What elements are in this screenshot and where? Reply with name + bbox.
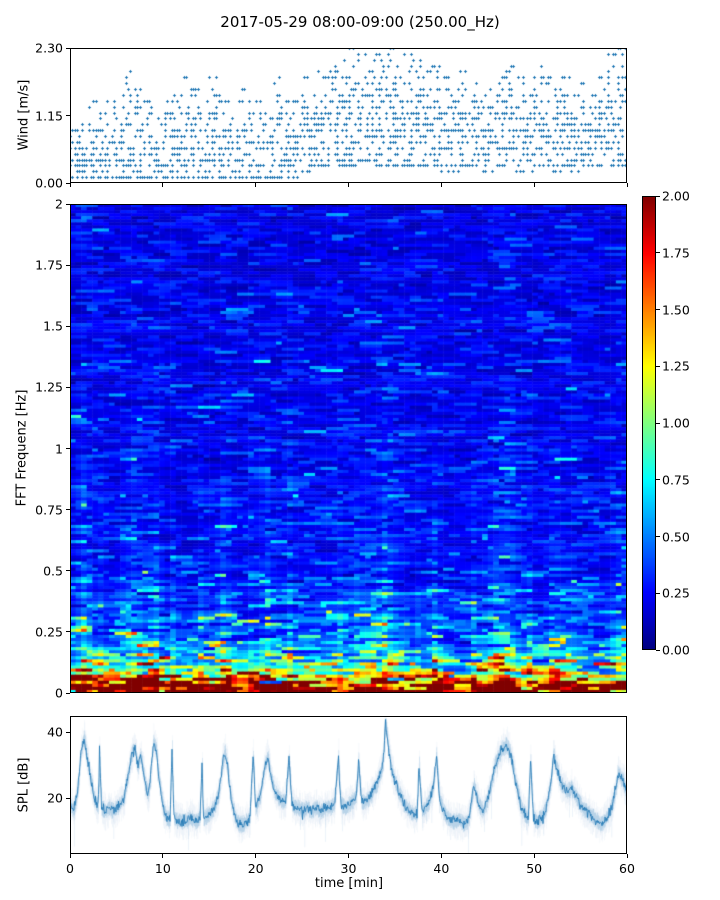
spl-xtick-label: 10 <box>154 861 171 876</box>
spl-xtick-mark <box>626 854 628 858</box>
wind-xtick-mark <box>440 183 442 187</box>
wind-scatter-plot <box>70 48 627 183</box>
figure-title: 2017-05-29 08:00-09:00 (250.00_Hz) <box>220 13 500 31</box>
spectrogram-ytick-mark <box>66 692 70 694</box>
colorbar-tick-label: 1.75 <box>662 245 690 261</box>
spectrogram-ytick-label: 1.25 <box>35 379 63 395</box>
spectrogram-ytick-mark <box>66 631 70 633</box>
colorbar-tick-mark <box>656 422 660 424</box>
wind-xtick-mark <box>348 183 349 187</box>
spectrogram-ytick-mark <box>66 386 70 388</box>
spectrogram-ytick-mark <box>66 570 70 572</box>
colorbar-tick-mark <box>656 252 660 254</box>
spl-ytick-label: 40 <box>47 724 63 740</box>
colorbar-tick-label: 1.50 <box>662 302 690 317</box>
colorbar <box>642 196 656 650</box>
spectrogram-heatmap <box>70 204 627 693</box>
spectrogram-ytick-mark <box>66 203 70 205</box>
colorbar-tick-mark <box>656 309 660 310</box>
colorbar-tick-label: 0.25 <box>662 585 690 601</box>
colorbar-tick-mark <box>656 479 660 481</box>
colorbar-tick-label: 0.00 <box>662 642 690 658</box>
wind-xtick-mark <box>69 183 71 187</box>
spl-ytick-mark <box>66 731 70 733</box>
spl-xtick-label: 0 <box>66 861 74 876</box>
wind-xtick-mark <box>162 183 164 187</box>
spectrogram-ytick-label: 2 <box>55 196 63 212</box>
wind-ytick-mark <box>66 115 70 116</box>
spectrogram-ytick-label: 0.75 <box>35 502 63 518</box>
wind-ytick-mark <box>66 47 70 49</box>
spl-ytick-mark <box>66 797 70 799</box>
spl-xtick-label: 40 <box>433 861 450 876</box>
wind-xtick-mark <box>533 183 535 187</box>
spectrogram-ytick-label: 0 <box>55 685 63 701</box>
spl-xtick-label: 30 <box>340 861 357 876</box>
spl-line-plot <box>70 716 627 854</box>
wind-ytick-label: 2.30 <box>35 40 63 56</box>
colorbar-tick-label: 0.50 <box>662 529 690 544</box>
spectrogram-ytick-mark <box>66 325 70 327</box>
wind-xtick-mark <box>626 183 628 187</box>
spectrogram-ytick-label: 1 <box>55 441 63 456</box>
wind-ytick-label: 0.00 <box>35 175 63 191</box>
spl-xtick-mark <box>348 854 349 858</box>
spl-xtick-mark <box>69 854 71 858</box>
spectrogram-ytick-mark <box>66 264 70 266</box>
colorbar-tick-mark <box>656 536 660 537</box>
spl-xtick-label: 60 <box>619 861 635 876</box>
spl-xtick-mark <box>533 854 535 858</box>
spectrogram-ytick-label: 1.75 <box>35 257 63 273</box>
wind-ytick-mark <box>66 182 70 184</box>
colorbar-tick-label: 0.75 <box>662 472 690 488</box>
spectrogram-ytick-label: 1.5 <box>43 318 63 334</box>
spl-xtick-mark <box>255 854 257 858</box>
spl-xtick-label: 50 <box>526 861 543 876</box>
colorbar-tick-label: 1.25 <box>662 358 690 374</box>
wind-xtick-mark <box>255 183 257 187</box>
spl-xtick-mark <box>440 854 442 858</box>
spectrogram-ytick-mark <box>66 509 70 511</box>
time-axis-label: time [min] <box>314 876 384 891</box>
colorbar-tick-label: 1.00 <box>662 415 690 431</box>
spectrogram-ytick-mark <box>66 448 70 449</box>
colorbar-tick-mark <box>656 649 660 651</box>
spl-xtick-mark <box>162 854 164 858</box>
colorbar-tick-mark <box>656 592 660 594</box>
spectrogram-ytick-label: 0.25 <box>35 624 63 640</box>
wind-ytick-label: 1.15 <box>35 108 63 123</box>
spl-xtick-label: 20 <box>247 861 264 876</box>
spectrogram-ytick-label: 0.5 <box>43 563 63 579</box>
colorbar-tick-label: 2.00 <box>662 188 690 204</box>
colorbar-tick-mark <box>656 195 660 197</box>
spl-ytick-label: 20 <box>47 790 63 806</box>
colorbar-tick-mark <box>656 365 660 367</box>
